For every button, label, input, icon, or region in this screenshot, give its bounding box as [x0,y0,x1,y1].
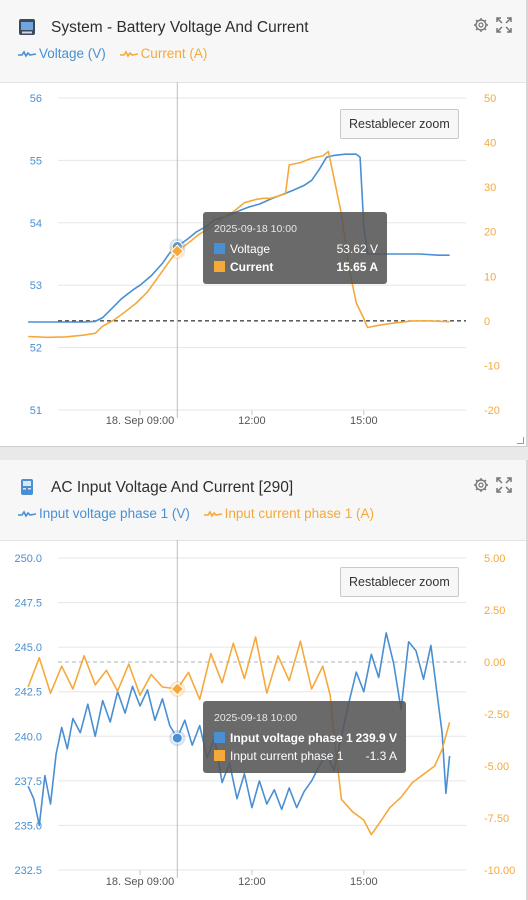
x-tick-label: 12:00 [238,876,266,888]
tooltip-row-voltage: Voltage [214,242,270,256]
chart-legend: Input voltage phase 1 (V) Input current … [18,506,384,521]
chart-tooltip: 2025-09-18 10:00 Input voltage phase 1 2… [203,701,406,773]
resize-handle[interactable] [517,437,524,444]
series-line-voltage [27,632,451,827]
y-left-tick-label: 54 [30,218,42,230]
x-tick-label: 15:00 [350,415,378,427]
ac-input-panel: AC Input Voltage And Current [290] Input… [0,460,528,900]
y-left-tick-label: 51 [30,405,42,417]
y-right-tick-label: -2.50 [484,709,509,721]
legend-input-current[interactable]: Input current phase 1 (A) [203,506,374,521]
tooltip-time: 2025-09-18 10:00 [214,223,297,235]
y-left-tick-label: 240.0 [14,731,42,743]
series-line-current [28,150,450,339]
y-right-tick-label: -20 [484,405,500,417]
tooltip-value: 15.65 A [336,260,378,274]
expand-icon[interactable] [496,477,512,493]
chart-legend: Voltage (V) Current (A) [18,46,217,61]
legend-label: Input current phase 1 (A) [224,506,374,521]
y-left-tick-label: 232.5 [14,865,42,877]
current-swatch [214,750,225,761]
x-tick-label: 12:00 [238,415,266,427]
tooltip-value: 239.9 V [355,731,397,745]
panel-title: System - Battery Voltage And Current [51,19,309,36]
y-right-tick-label: 30 [484,182,496,194]
legend-current[interactable]: Current (A) [119,46,208,61]
legend-label: Current (A) [140,46,208,61]
battery-chart[interactable]: 56 55 54 53 52 51 50 40 30 20 10 0 -10 -20 18. Sep 09:… [0,82,526,442]
voltage-swatch [214,732,225,743]
y-right-tick-label: -7.50 [484,813,509,825]
y-left-tick-label: 52 [30,343,42,355]
y-left-tick-label: 250.0 [14,553,42,565]
legend-label: Voltage (V) [39,46,106,61]
y-left-tick-label: 235.0 [14,820,42,832]
ac-input-chart[interactable]: 250.0 247.5 245.0 242.5 240.0 237.5 235.0 232.5… [0,540,526,900]
x-tick-label: 15:00 [350,876,378,888]
gear-icon[interactable] [473,17,489,33]
y-right-tick-label: 2.50 [484,605,505,617]
y-left-tick-label: 55 [30,155,42,167]
series-line-icon [18,510,36,519]
y-left-tick-label: 242.5 [14,687,42,699]
y-left-tick-label: 56 [30,93,42,105]
tooltip-label: Current [230,260,274,274]
x-tick-label: 18. Sep 09:00 [106,876,175,888]
legend-label: Input voltage phase 1 (V) [39,506,190,521]
y-left-tick-label: 237.5 [14,776,42,788]
panel-title: AC Input Voltage And Current [290] [51,479,294,496]
system-monitor-icon [19,19,35,35]
tooltip-time: 2025-09-18 10:00 [214,712,297,724]
series-line-voltage [28,153,450,323]
series-line-current [27,636,451,836]
tooltip-value: -1.3 A [365,749,397,763]
panel-header: AC Input Voltage And Current [290] Input… [0,460,526,541]
series-line-icon [203,510,222,519]
gear-icon[interactable] [473,477,489,493]
y-left-tick-label: 245.0 [14,642,42,654]
panel-header: System - Battery Voltage And Current Vol… [0,0,526,83]
chart-tooltip: 2025-09-18 10:00 Voltage 53.62 V Current… [203,212,387,284]
hover-marker-current [170,682,185,696]
y-right-tick-label: 0.00 [484,657,505,669]
y-right-tick-label: -10.00 [484,865,515,877]
y-right-tick-label: 5.00 [484,553,505,565]
inverter-icon [21,479,33,495]
y-left-tick-label: 53 [30,280,42,292]
y-right-tick-label: -5.00 [484,761,509,773]
tooltip-label: Input voltage phase 1 [230,731,353,745]
y-right-tick-label: 10 [484,271,496,283]
legend-input-voltage[interactable]: Input voltage phase 1 (V) [18,506,190,521]
y-left-tick-label: 247.5 [14,598,42,610]
y-right-tick-label: 0 [484,316,490,328]
battery-panel: System - Battery Voltage And Current Vol… [0,0,528,447]
series-line-icon [18,50,36,59]
y-right-tick-label: -10 [484,360,500,372]
y-right-tick-label: 20 [484,227,496,239]
tooltip-label: Voltage [230,242,271,256]
tooltip-row-voltage: Input voltage phase 1 [214,731,353,745]
x-tick-label: 18. Sep 09:00 [106,415,175,427]
expand-icon[interactable] [496,17,512,33]
hover-marker-voltage [171,732,183,744]
hover-marker-current [170,244,185,258]
legend-voltage[interactable]: Voltage (V) [18,46,106,61]
tooltip-label: Input current phase 1 [230,749,344,763]
series-line-icon [119,50,138,59]
current-swatch [214,261,225,272]
y-right-tick-label: 40 [484,138,496,150]
reset-zoom-button[interactable]: Restablecer zoom [340,109,459,139]
y-right-tick-label: 50 [484,93,496,105]
voltage-swatch [214,243,225,254]
tooltip-row-current: Current [214,260,273,274]
tooltip-value: 53.62 V [336,242,378,256]
tooltip-row-current: Input current phase 1 [214,749,343,763]
reset-zoom-button[interactable]: Restablecer zoom [340,567,459,597]
